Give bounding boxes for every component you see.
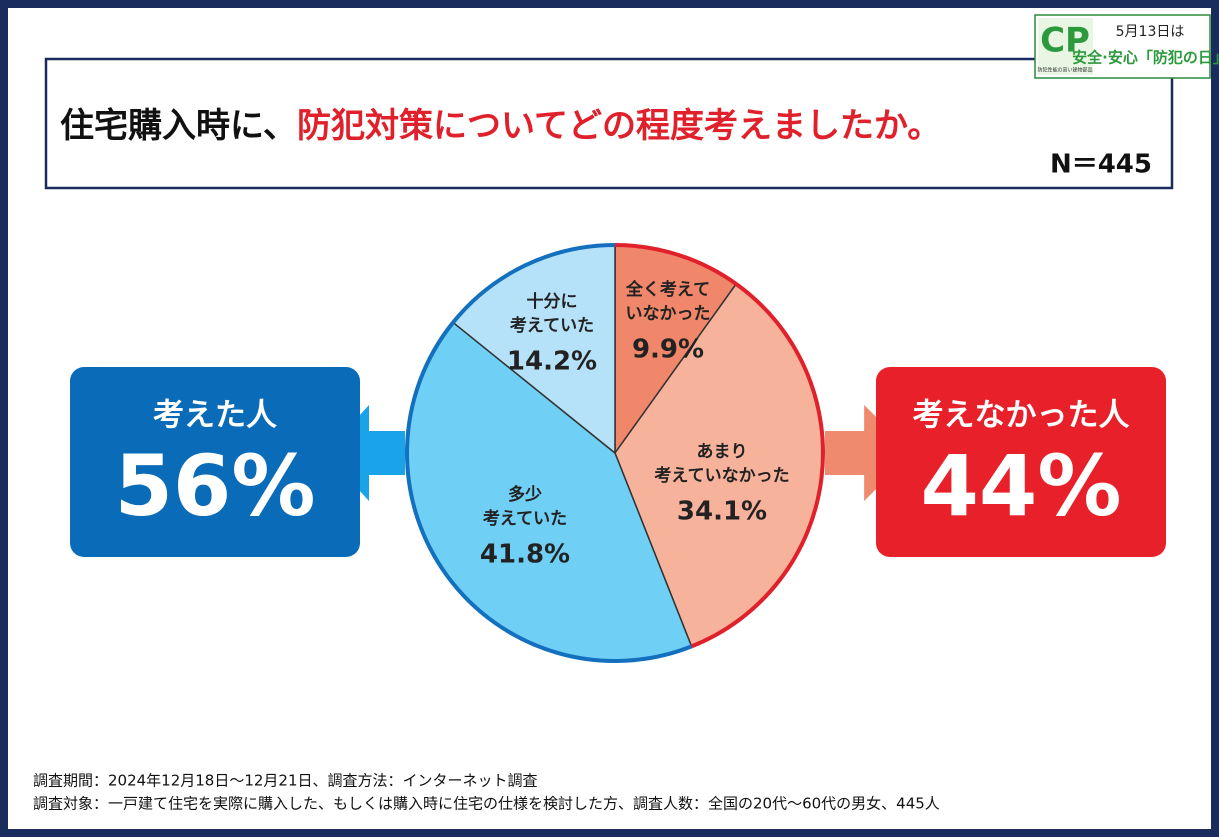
value-label: 41.8% [480,540,570,570]
group-name: 考えた人 [153,398,277,434]
value-label: 34.1% [677,497,767,527]
logo-caption: 防犯性能の高い建物部品 [1037,67,1092,74]
pie-edge [405,321,693,663]
logo-mark: CP [1040,21,1090,61]
arrow [825,405,912,501]
logo-line1: 5月13日は [1116,24,1185,40]
group-box [876,367,1166,557]
group-name: 考えなかった人 [913,398,1130,434]
logo: CP 防犯性能の高い建物部品 5月13日は 安全·安心「防犯の日」 [1034,14,1219,79]
chart-title: 住宅購入時に、防犯対策についてどの程度考えましたか。 [60,106,941,146]
logo-line2: 安全·安心「防犯の日」 [1072,49,1219,67]
group-value: 44% [920,437,1121,535]
value-label: 14.2% [507,347,597,377]
note: 調査期間：2024年12月18日～12月21日、調査方法：インターネット調査 [33,772,538,790]
title-highlight: 防犯対策についてどの程度考えましたか。 [297,106,941,146]
pie-edge [614,243,738,286]
slice-label: いなかった [626,304,711,324]
pie-edge [690,282,825,649]
title-box [44,57,1174,190]
slice-label: 全く考えて [625,279,710,300]
value-label: 9.9% [632,335,704,365]
slice-label: あまり [697,442,748,462]
logo-mark-bg [1038,18,1093,75]
slice-label: 考えていた [509,315,594,336]
arrow [325,405,405,501]
slice-label: 十分に [527,291,578,312]
subtitle: N＝445 [1050,150,1152,180]
pie-edge [451,243,616,324]
group-value: 56% [114,437,315,535]
title-part: 住宅購入時に、 [60,106,297,146]
group-box [70,367,360,557]
slice-label: 多少 [508,484,542,505]
slice-label: 考えていなかった [653,465,789,486]
note: 調査対象：一戸建て住宅を実際に購入した、もしくは購入時に住宅の仕様を検討した方、… [33,795,940,813]
slice-label: 考えていた [482,508,567,529]
